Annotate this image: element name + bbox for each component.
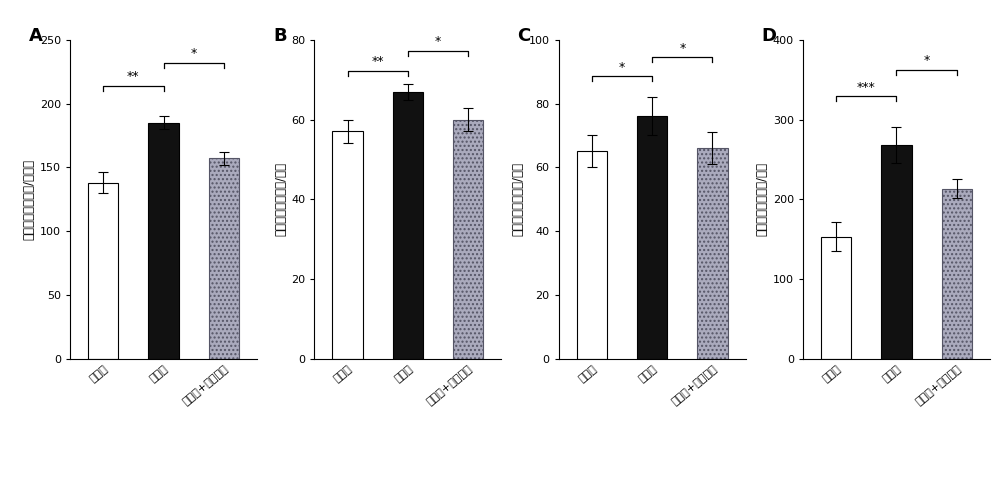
Y-axis label: 脾脏铁含量（微克/克）: 脾脏铁含量（微克/克） [756, 162, 769, 236]
Bar [577, 151, 607, 359]
Text: *: * [924, 54, 930, 67]
Y-axis label: 血清铁含量（毫克/分升）: 血清铁含量（毫克/分升） [23, 159, 36, 240]
Text: *: * [191, 47, 197, 60]
Bar [393, 92, 423, 359]
Text: **: ** [127, 70, 140, 83]
Bar [942, 189, 972, 359]
Bar [88, 183, 118, 359]
Bar [332, 131, 363, 359]
Text: B: B [273, 27, 287, 45]
Y-axis label: 肝脏铁含量（微克/克）: 肝脏铁含量（微克/克） [511, 162, 524, 236]
Text: D: D [762, 27, 777, 45]
Text: C: C [517, 27, 531, 45]
Bar [148, 123, 179, 359]
Bar [821, 237, 851, 359]
Text: *: * [619, 61, 625, 74]
Text: A: A [29, 27, 43, 45]
Text: **: ** [371, 55, 384, 68]
Bar [209, 158, 239, 359]
Text: ***: *** [857, 81, 876, 94]
Bar [453, 120, 483, 359]
Text: *: * [679, 41, 685, 54]
Bar [697, 148, 728, 359]
Bar [881, 145, 912, 359]
Bar [637, 117, 667, 359]
Text: *: * [435, 35, 441, 48]
Y-axis label: 心脏铁含量（微克/克）: 心脏铁含量（微克/克） [274, 162, 287, 236]
